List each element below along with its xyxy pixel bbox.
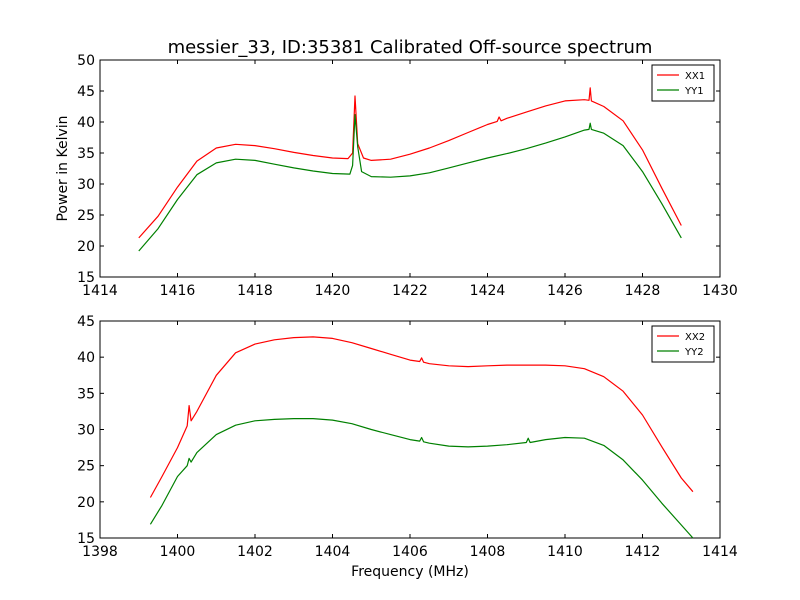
- top-y-tick-label: 35: [77, 146, 95, 162]
- top-y-tick-label: 45: [77, 84, 95, 100]
- top-x-tick-label: 1414: [82, 283, 118, 299]
- bottom-y-tick-label: 25: [77, 459, 95, 475]
- legend-label-yy1: YY1: [684, 86, 704, 97]
- bottom-x-tick-label: 1400: [160, 544, 196, 560]
- bottom-y-tick-label: 35: [77, 386, 95, 402]
- bottom-x-tick-label: 1412: [625, 544, 661, 560]
- bottom-x-tick-label: 1402: [237, 544, 273, 560]
- bottom-y-tick-label: 45: [77, 314, 95, 330]
- x-axis-label: Frequency (MHz): [351, 564, 469, 580]
- series-line-yy2: [149, 418, 694, 539]
- bottom-spectrum-panel: 1398 1400 1402 1404 1406 1408 1410 1412 1414 15 20…: [77, 314, 738, 560]
- legend-label-yy2: YY2: [684, 347, 704, 358]
- bottom-y-tick-label: 20: [77, 495, 95, 511]
- top-legend: [651, 64, 715, 102]
- bottom-x-tick-label: 1404: [315, 544, 351, 560]
- legend-label-xx1: XX1: [685, 71, 705, 82]
- top-x-tick-label: 1416: [160, 283, 196, 299]
- top-x-tick-label: 1426: [547, 283, 583, 299]
- top-x-tick-label: 1424: [470, 283, 506, 299]
- series-line-xx2: [149, 336, 694, 498]
- bottom-x-tick-label: 1406: [392, 544, 428, 560]
- bottom-legend: [651, 325, 715, 363]
- top-y-tick-label: 50: [77, 53, 95, 69]
- top-x-tick-label: 1428: [625, 283, 661, 299]
- top-x-tick-label: 1418: [237, 283, 273, 299]
- y-axis-label: Power in Kelvin: [55, 115, 71, 221]
- legend-label-xx2: XX2: [685, 332, 705, 343]
- top-spectrum-panel: 1414 1416 1418 1420 1422 1424 1426 1428 1430 15 20…: [77, 53, 738, 299]
- bottom-x-tick-label: 1398: [82, 544, 118, 560]
- top-x-tick-label: 1430: [702, 283, 738, 299]
- top-y-tick-label: 20: [77, 239, 95, 255]
- bottom-x-tick-label: 1410: [547, 544, 583, 560]
- top-y-tick-label: 40: [77, 115, 95, 131]
- bottom-y-tick-label: 40: [77, 350, 95, 366]
- bottom-x-tick-label: 1414: [702, 544, 738, 560]
- top-x-tick-label: 1420: [315, 283, 351, 299]
- top-y-tick-label: 30: [77, 177, 95, 193]
- bottom-y-tick-label: 30: [77, 423, 95, 439]
- top-x-tick-label: 1422: [392, 283, 428, 299]
- bottom-x-tick-label: 1408: [470, 544, 506, 560]
- series-line-xx1: [138, 87, 682, 239]
- bottom-y-tick-label: 15: [77, 531, 95, 547]
- series-line-yy1: [138, 114, 682, 252]
- chart-title: messier_33, ID:35381 Calibrated Off-sour…: [168, 37, 653, 58]
- top-y-tick-label: 25: [77, 208, 95, 224]
- top-y-tick-label: 15: [77, 270, 95, 286]
